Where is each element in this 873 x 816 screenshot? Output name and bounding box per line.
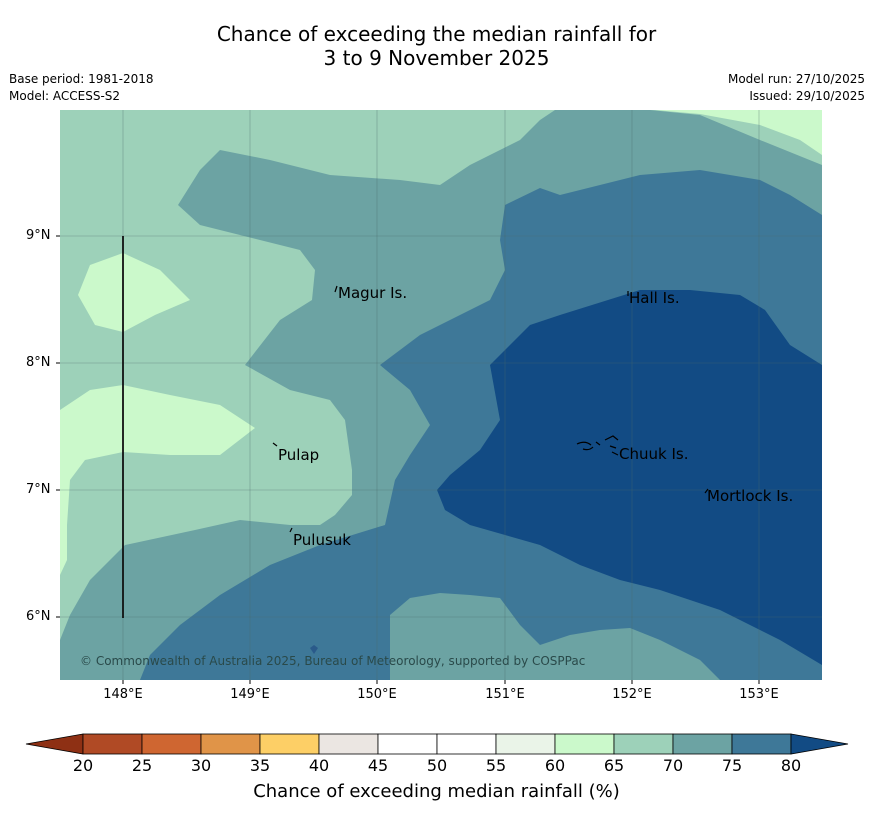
colorbar-tick-label: 20	[72, 756, 94, 775]
lat-label-6n: 6°N	[26, 609, 51, 624]
axis-ticks	[56, 235, 760, 684]
lon-label-148e: 148°E	[103, 687, 143, 702]
colorbar-tick-label: 60	[544, 756, 566, 775]
colorbar-segment	[554, 733, 615, 755]
model-run: Model run: 27/10/2025	[727, 72, 865, 86]
island-magur	[334, 285, 338, 293]
band-65-70-ne	[655, 110, 822, 155]
colorbar-segment	[259, 733, 320, 755]
copyright-notice: © Commonwealth of Australia 2025, Bureau…	[80, 654, 586, 668]
place-label-pulusuk: Pulusuk	[293, 531, 351, 549]
band-65-70-mid	[60, 385, 255, 575]
lat-label-9n: 9°N	[26, 228, 51, 243]
band-65-70-west	[78, 253, 190, 332]
colorbar-tick-label: 25	[131, 756, 153, 775]
place-label-chuuk: Chuuk Is.	[619, 445, 689, 463]
colorbar-segment	[731, 733, 792, 755]
colorbar-high-extension	[790, 733, 849, 755]
lon-label-151e: 151°E	[485, 687, 525, 702]
graticule	[60, 110, 822, 680]
band-70-75-pocket	[390, 593, 720, 680]
place-label-hall: Hall Is.	[629, 289, 680, 307]
colorbar-tick-label: 30	[190, 756, 212, 775]
lon-label-153e: 153°E	[739, 687, 779, 702]
island-markers	[272, 285, 709, 533]
meta-left: Base period: 1981-2018 Model: ACCESS-S2	[9, 71, 154, 105]
colorbar-label: Chance of exceeding median rainfall (%)	[253, 781, 620, 802]
colorbar-segment	[495, 733, 556, 755]
colorbar-segment	[613, 733, 674, 755]
colorbar-tick-label: 65	[603, 756, 625, 775]
place-label-pulap: Pulap	[278, 446, 320, 464]
colorbar-segment	[436, 733, 497, 755]
meta-right: Model run: 27/10/2025 Issued: 29/10/2025	[728, 71, 865, 105]
island-pulap	[272, 442, 278, 447]
colorbar-segment	[141, 733, 202, 755]
map-area	[60, 110, 822, 680]
colorbar-tick-label: 45	[367, 756, 389, 775]
colorbar-tick-label: 75	[721, 756, 743, 775]
colorbar-segment	[672, 733, 733, 755]
colorbar-tick-label: 55	[485, 756, 507, 775]
issued-date: Issued: 29/10/2025	[749, 89, 865, 103]
colorbar-tick-label: 80	[780, 756, 802, 775]
colorbar-segment	[82, 733, 143, 755]
place-label-mortlock: Mortlock Is.	[707, 487, 794, 505]
colorbar-tick-label: 70	[662, 756, 684, 775]
lat-label-7n: 7°N	[26, 482, 51, 497]
title-line-1: Chance of exceeding the median rainfall …	[216, 22, 657, 46]
island-pulusuk	[289, 527, 293, 533]
colorbar-tick-label: 50	[426, 756, 448, 775]
title-line-2: 3 to 9 November 2025	[323, 46, 550, 70]
colorbar-segment	[318, 733, 379, 755]
colorbar-low-extension	[25, 733, 84, 755]
colorbar-segment	[377, 733, 438, 755]
colorbar-segment	[200, 733, 261, 755]
place-label-magur: Magur Is.	[338, 284, 408, 302]
base-period: Base period: 1981-2018	[9, 72, 154, 86]
lon-label-150e: 150°E	[357, 687, 397, 702]
lon-label-152e: 152°E	[612, 687, 652, 702]
colorbar-tick-label: 35	[249, 756, 271, 775]
model-name: Model: ACCESS-S2	[9, 89, 121, 103]
lon-label-149e: 149°E	[230, 687, 270, 702]
colorbar	[25, 733, 849, 755]
small-marker	[310, 645, 318, 654]
band-80-max	[437, 290, 822, 665]
lat-label-8n: 8°N	[26, 355, 51, 370]
island-mortlock	[704, 488, 709, 494]
colorbar-tick-label: 40	[308, 756, 330, 775]
island-chuuk-lagoon	[576, 435, 619, 456]
chart-title: Chance of exceeding the median rainfall …	[0, 22, 873, 70]
